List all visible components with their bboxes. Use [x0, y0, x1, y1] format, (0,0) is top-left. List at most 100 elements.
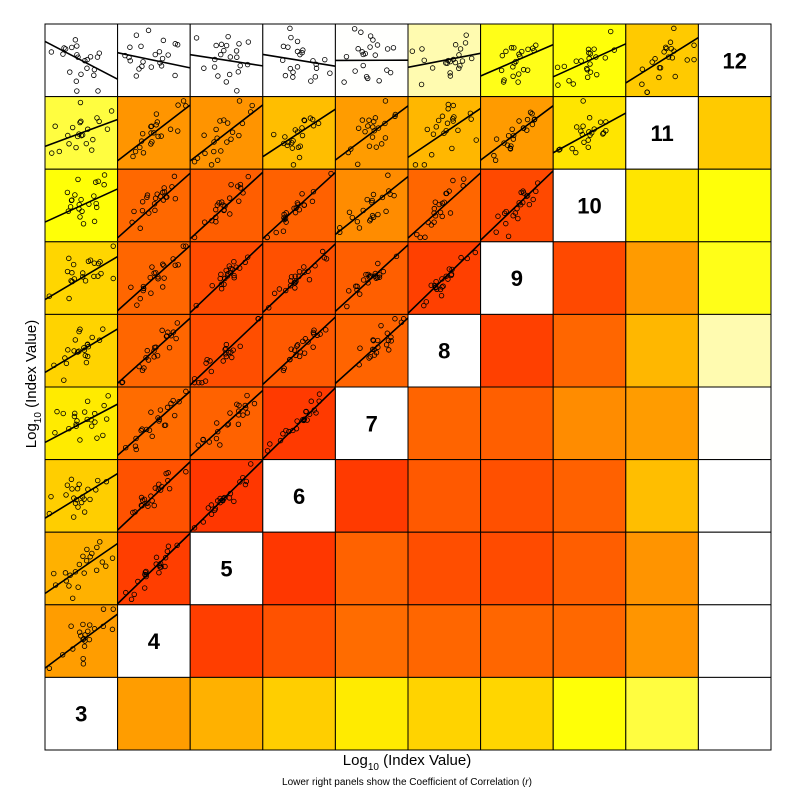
scatter-point	[498, 67, 505, 74]
scatter-point	[231, 272, 237, 279]
matrix-cell: 7	[334, 386, 409, 461]
scatter-point	[159, 55, 166, 62]
scatter-point	[224, 120, 231, 126]
scatter-point	[602, 55, 608, 61]
matrix-cell	[117, 459, 191, 533]
scatter-point	[89, 334, 95, 341]
scatter-point	[83, 140, 89, 147]
scatter-point	[235, 69, 242, 75]
scatter-point	[200, 436, 206, 443]
scatter-point	[144, 192, 151, 198]
scatter-point	[283, 427, 289, 434]
matrix-cell	[697, 531, 772, 606]
correlation-cell	[262, 676, 336, 751]
scatter-point	[414, 231, 420, 238]
scatter-point	[235, 183, 241, 189]
scatter-point	[68, 278, 74, 284]
scatter-point	[526, 201, 533, 208]
scatter-point	[323, 327, 329, 333]
scatter-point	[503, 208, 509, 215]
scatter-point	[66, 141, 72, 147]
scatter-point	[493, 229, 499, 235]
scatter-point	[421, 57, 427, 64]
matrix-cell	[697, 386, 772, 461]
scatter-point	[505, 132, 512, 139]
scatter-point	[208, 162, 215, 168]
scatter-point	[237, 181, 244, 188]
scatter-point	[321, 255, 328, 261]
scatter-point	[202, 378, 209, 384]
scatter-point	[236, 402, 242, 409]
scatter-point	[72, 37, 79, 43]
scatter-point	[354, 218, 361, 225]
matrix-cell	[189, 459, 264, 533]
matrix-cell	[44, 241, 119, 315]
matrix-cell	[480, 313, 554, 388]
scatter-point	[365, 271, 371, 278]
scatter-point	[158, 63, 165, 69]
scatter-point	[437, 209, 444, 216]
scatter-point	[434, 286, 440, 293]
scatter-point	[225, 33, 231, 40]
scatter-point	[370, 337, 376, 343]
scatter-point	[138, 43, 144, 50]
matrix-cell	[262, 386, 336, 461]
scatter-point	[70, 261, 77, 268]
scatter-point	[290, 138, 296, 144]
scatter-point	[145, 503, 151, 509]
scatter-point	[587, 50, 594, 57]
scatter-point	[221, 47, 227, 54]
scatter-point	[73, 78, 80, 84]
scatter-point	[580, 98, 586, 104]
scatter-point	[283, 287, 289, 294]
fit-line	[189, 242, 264, 314]
scatter-point	[131, 591, 137, 598]
scatter-point	[639, 66, 646, 72]
scatter-point	[505, 233, 512, 240]
scatter-point	[133, 73, 140, 79]
scatter-point	[223, 79, 230, 85]
scatter-point	[162, 563, 168, 570]
scatter-point	[372, 52, 378, 58]
fit-line	[407, 242, 482, 314]
scatter-point	[501, 210, 508, 216]
fit-line	[189, 315, 264, 386]
scatter-point	[152, 485, 158, 491]
scatter-point	[207, 358, 213, 364]
scatter-point	[52, 123, 58, 129]
scatter-point	[360, 62, 366, 69]
scatter-point	[236, 98, 243, 104]
scatter-point	[473, 137, 479, 143]
matrix-cell	[117, 168, 191, 243]
scatter-point	[294, 418, 300, 424]
scatter-point	[585, 144, 591, 150]
scatter-point	[223, 341, 230, 348]
matrix-cell	[44, 531, 119, 606]
correlation-cell	[117, 676, 191, 751]
scatter-point	[132, 443, 139, 449]
scatter-point	[152, 269, 159, 276]
matrix-cell	[189, 386, 264, 461]
scatter-point	[351, 26, 358, 32]
scatter-point	[457, 46, 464, 52]
scatter-point	[68, 476, 75, 483]
variable-label: 9	[511, 266, 523, 291]
scatter-point	[366, 143, 373, 149]
scatter-point	[301, 117, 308, 124]
scatter-point	[153, 111, 160, 117]
scatter-point	[447, 70, 453, 76]
correlation-cell	[334, 459, 409, 533]
scatter-point	[367, 33, 374, 39]
scatter-point	[303, 408, 309, 415]
correlation-cell	[552, 313, 627, 388]
matrix-cell	[189, 23, 264, 98]
scatter-point	[82, 632, 88, 638]
scatter-point	[375, 260, 381, 267]
scatter-point	[67, 69, 73, 75]
matrix-cell	[407, 531, 482, 606]
matrix-cell: 4	[117, 604, 191, 678]
scatter-point	[89, 147, 95, 153]
scatter-point	[78, 633, 84, 639]
correlation-cell	[625, 168, 699, 243]
scatter-point	[91, 218, 98, 225]
